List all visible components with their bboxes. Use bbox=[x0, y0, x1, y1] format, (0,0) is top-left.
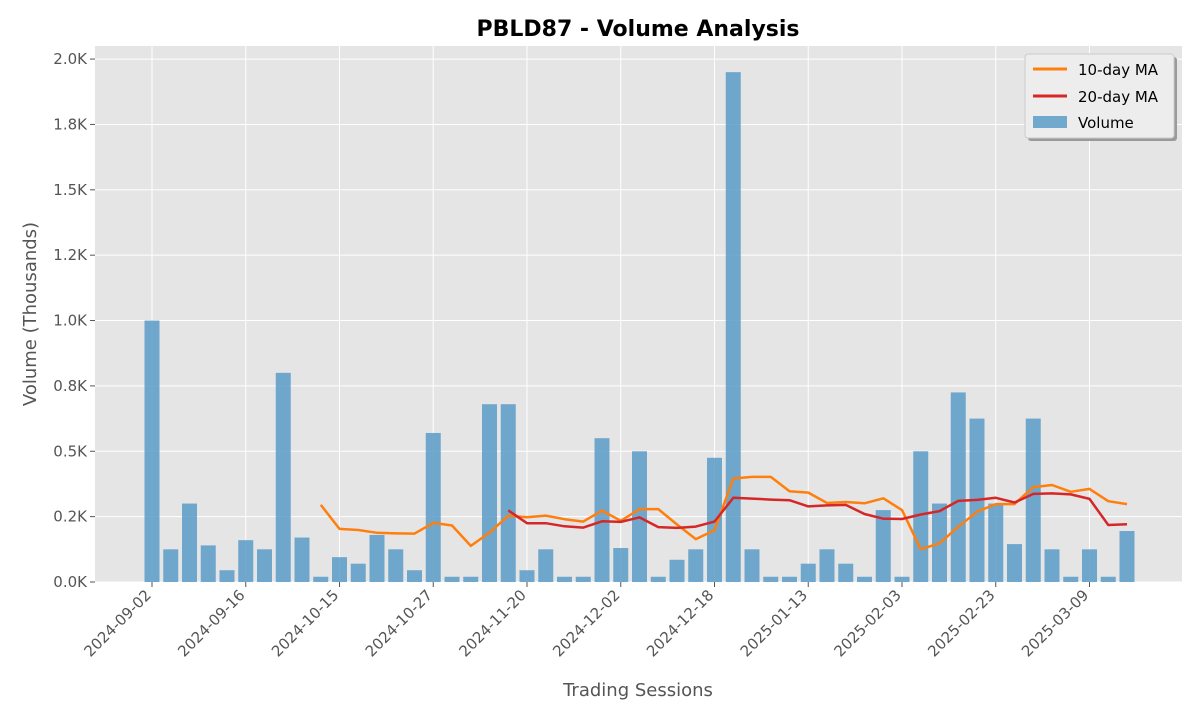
series-line bbox=[319, 475, 1128, 551]
x-tick-label: 2025-03-09 bbox=[1018, 586, 1092, 660]
x-tick-label: 2024-11-20 bbox=[455, 586, 529, 660]
volume-bar bbox=[407, 570, 422, 582]
volume-bar bbox=[1082, 549, 1097, 582]
volume-bar bbox=[313, 576, 329, 582]
legend-label-20-day-ma: 20-day MA bbox=[1078, 88, 1159, 106]
x-tick-label: 2025-02-23 bbox=[924, 586, 998, 660]
volume-bar bbox=[369, 534, 385, 582]
volume-bar bbox=[688, 549, 704, 582]
volume-bar bbox=[725, 72, 741, 583]
volume-bar bbox=[500, 404, 516, 582]
y-tick-label: 0.2K bbox=[53, 508, 88, 526]
volume-bars bbox=[144, 72, 1135, 583]
volume-bar bbox=[1025, 418, 1041, 582]
y-axis-label: Volume (Thousands) bbox=[20, 222, 41, 406]
volume-bar bbox=[1100, 576, 1116, 582]
volume-bar bbox=[257, 549, 272, 582]
volume-bar bbox=[782, 576, 797, 582]
x-tick-label: 2024-10-27 bbox=[362, 586, 436, 660]
y-tick-label: 1.2K bbox=[53, 246, 88, 264]
x-tick-label: 2024-12-02 bbox=[549, 586, 623, 660]
volume-bar bbox=[538, 549, 554, 582]
volume-bar bbox=[1119, 531, 1135, 582]
volume-bar bbox=[988, 503, 1004, 582]
volume-bar bbox=[200, 545, 216, 582]
y-tick-label: 2.0K bbox=[53, 50, 88, 68]
x-tick-label: 2024-09-02 bbox=[80, 586, 154, 660]
y-tick-label: 0.8K bbox=[53, 377, 88, 395]
volume-bar bbox=[857, 576, 872, 582]
volume-bar bbox=[219, 570, 235, 582]
volume-bar bbox=[1007, 544, 1022, 582]
series-line bbox=[507, 492, 1128, 530]
volume-bar bbox=[763, 576, 779, 582]
y-tick-label: 0.5K bbox=[53, 442, 88, 460]
volume-bar bbox=[425, 432, 441, 582]
x-tick-label: 2024-09-16 bbox=[174, 586, 248, 660]
volume-bar bbox=[650, 576, 666, 582]
volume-bar bbox=[1063, 576, 1079, 582]
volume-bar bbox=[332, 557, 347, 582]
volume-bar bbox=[238, 540, 254, 582]
volume-bar bbox=[838, 563, 854, 582]
volume-bar bbox=[163, 549, 179, 582]
legend-label-10-day-ma: 10-day MA bbox=[1078, 61, 1159, 79]
volume-bar bbox=[275, 372, 291, 582]
x-tick-label: 2024-12-18 bbox=[643, 586, 717, 660]
volume-bar bbox=[463, 576, 479, 582]
volume-bar bbox=[875, 510, 891, 582]
volume-bar bbox=[819, 549, 835, 582]
volume-bar bbox=[950, 392, 966, 582]
volume-bar bbox=[800, 563, 816, 582]
volume-bar bbox=[613, 548, 629, 582]
volume-bar bbox=[669, 559, 685, 582]
y-tick-label: 1.0K bbox=[53, 312, 88, 330]
x-tick-label: 2025-02-03 bbox=[830, 586, 904, 660]
volume-bar bbox=[388, 549, 404, 582]
chart-title: PBLD87 - Volume Analysis bbox=[476, 17, 799, 42]
x-tick-label: 2024-10-15 bbox=[268, 586, 342, 660]
volume-bar bbox=[294, 537, 310, 582]
x-axis-ticks: 2024-09-02 2024-09-16 2024-10-15 2024-10-27… bbox=[80, 582, 1092, 660]
volume-bar bbox=[575, 576, 591, 582]
x-tick-label: 2025-01-13 bbox=[737, 586, 811, 660]
volume-bar bbox=[744, 549, 760, 582]
volume-bar bbox=[482, 404, 497, 582]
x-axis-label: Trading Sessions bbox=[562, 680, 713, 701]
legend: 10-day MA 20-day MA Volume bbox=[1024, 53, 1177, 141]
volume-bar bbox=[350, 563, 366, 582]
y-tick-label: 1.8K bbox=[53, 115, 88, 133]
legend-label-volume: Volume bbox=[1078, 114, 1134, 132]
volume-bar bbox=[519, 570, 535, 582]
legend-swatch-volume bbox=[1033, 116, 1067, 128]
volume-bar bbox=[1044, 549, 1060, 582]
y-tick-label: 1.5K bbox=[53, 181, 88, 199]
y-tick-label: 0.0K bbox=[53, 573, 88, 591]
volume-bar bbox=[144, 320, 160, 582]
volume-bar bbox=[894, 576, 910, 582]
volume-bar bbox=[557, 576, 572, 582]
y-axis-ticks: 0.0K 0.2K 0.5K 0.8K 1.0K 1.2K 1.5K 1.8K 2.0K bbox=[53, 50, 95, 591]
volume-bar bbox=[444, 576, 460, 582]
volume-bar bbox=[182, 503, 197, 582]
moving-average-lines bbox=[319, 475, 1128, 551]
